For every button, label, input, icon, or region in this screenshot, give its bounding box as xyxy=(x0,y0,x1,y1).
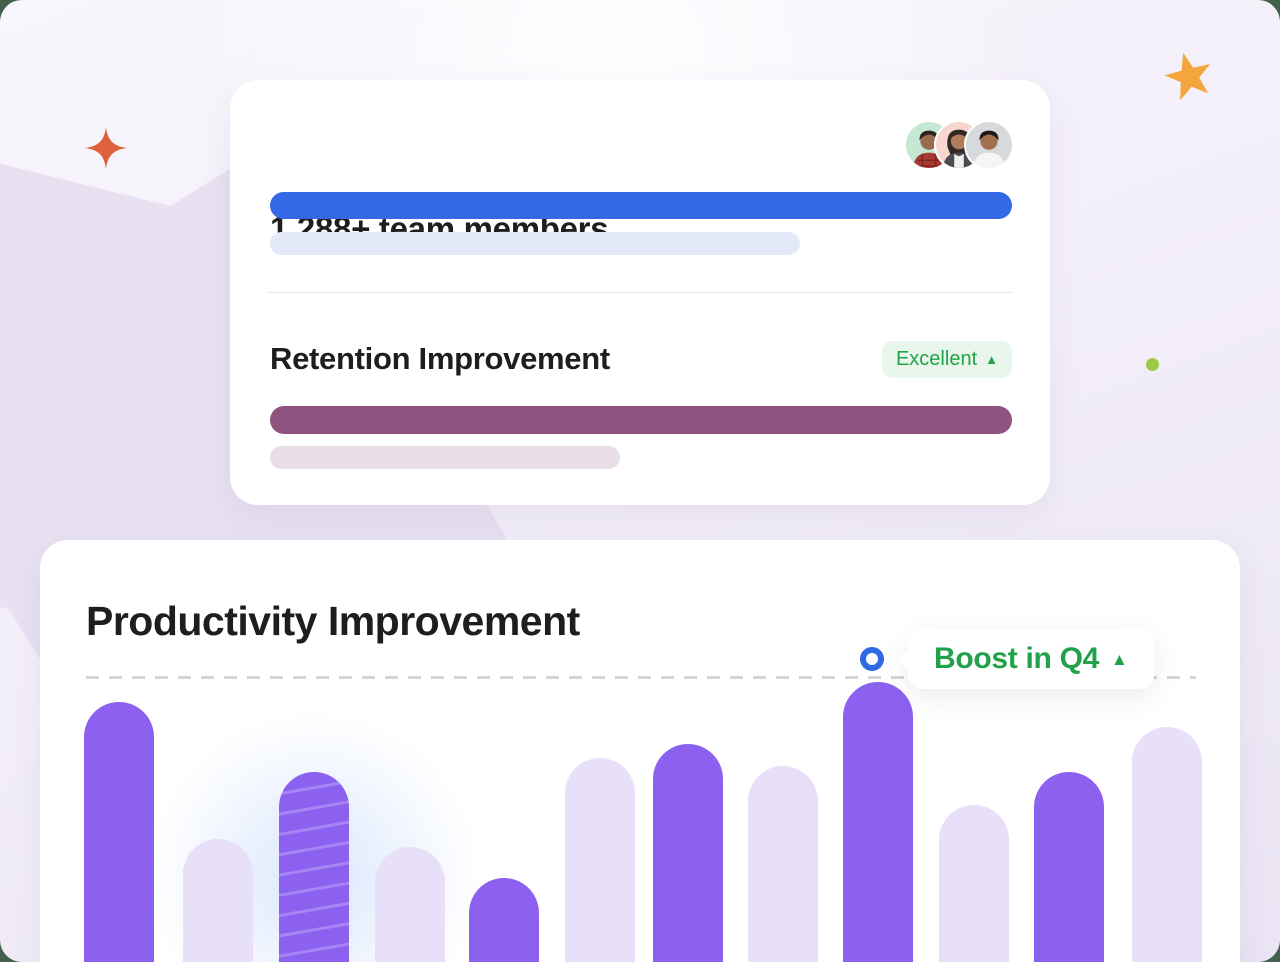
sparkle-icon xyxy=(85,127,127,169)
tooltip-label: Boost in Q4 xyxy=(934,642,1100,675)
boost-tooltip[interactable]: Boost in Q4 ▲ xyxy=(897,629,1154,689)
card-divider xyxy=(268,292,1012,293)
team-progress-bar xyxy=(270,192,1012,219)
retention-progress-bar xyxy=(270,406,1012,434)
star-icon xyxy=(1164,52,1211,101)
chart-bar xyxy=(375,847,445,962)
bar-chart xyxy=(40,540,1240,962)
dot-decoration xyxy=(1146,358,1159,371)
arrow-up-icon: ▲ xyxy=(1111,649,1128,669)
chart-bar xyxy=(183,838,253,962)
badge-label: Excellent xyxy=(895,348,978,370)
chart-bar xyxy=(565,757,635,962)
highlight-marker[interactable] xyxy=(860,647,884,671)
productivity-card: Productivity Improvement Boost in Q4 ▲ xyxy=(40,540,1240,962)
chart-bar xyxy=(1034,771,1104,962)
chart-bar xyxy=(84,701,154,962)
team-members-card: 1,288+ team members xyxy=(230,80,1050,505)
chart-bar xyxy=(1132,726,1202,962)
arrow-up-icon: ▲ xyxy=(985,352,998,367)
status-badge[interactable]: Excellent ▲ xyxy=(881,341,1012,378)
productivity-title: Productivity Improvement xyxy=(86,598,580,644)
chart-bar-highlighted xyxy=(843,682,913,962)
avatar-group xyxy=(906,122,1012,168)
tooltip-notch xyxy=(897,651,909,669)
team-progress-track xyxy=(270,232,800,255)
chart-bar xyxy=(748,766,818,962)
avatar xyxy=(966,122,1012,168)
dashed-baseline xyxy=(86,676,1196,679)
chart-bar xyxy=(469,878,539,962)
chart-bar xyxy=(939,805,1009,962)
chart-bar xyxy=(653,743,723,962)
retention-progress-track xyxy=(270,446,620,469)
chart-bar xyxy=(279,771,349,962)
retention-title: Retention Improvement xyxy=(270,341,610,376)
